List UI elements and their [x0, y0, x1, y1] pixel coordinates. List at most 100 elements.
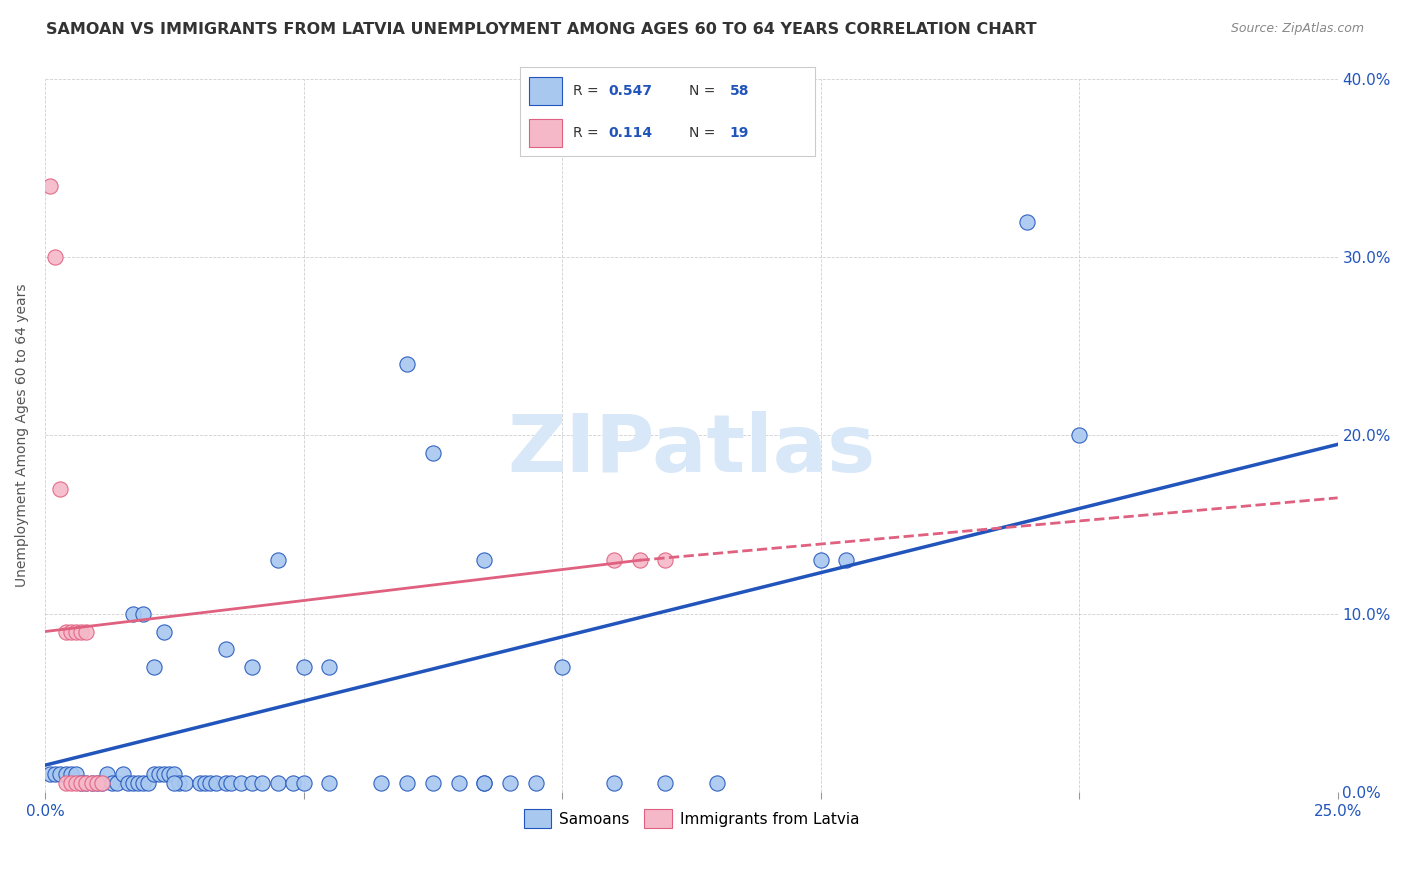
Point	[603, 776, 626, 790]
Point	[55, 624, 77, 639]
Point	[810, 553, 832, 567]
Point	[163, 767, 186, 781]
Point	[215, 776, 238, 790]
Point	[395, 357, 418, 371]
Text: R =: R =	[574, 126, 607, 140]
Text: N =: N =	[689, 84, 720, 98]
Point	[474, 553, 496, 567]
Text: ZIPatlas: ZIPatlas	[508, 410, 876, 489]
Point	[422, 776, 444, 790]
Point	[111, 767, 134, 781]
Point	[240, 776, 263, 790]
Point	[474, 776, 496, 790]
Point	[138, 776, 160, 790]
Point	[447, 776, 470, 790]
Point	[835, 553, 858, 567]
Point	[153, 767, 176, 781]
Text: 58: 58	[730, 84, 749, 98]
Point	[39, 178, 62, 193]
Point	[75, 776, 97, 790]
Point	[499, 776, 522, 790]
Point	[169, 776, 191, 790]
Point	[90, 776, 112, 790]
Point	[90, 776, 112, 790]
Point	[422, 446, 444, 460]
Text: SAMOAN VS IMMIGRANTS FROM LATVIA UNEMPLOYMENT AMONG AGES 60 TO 64 YEARS CORRELAT: SAMOAN VS IMMIGRANTS FROM LATVIA UNEMPLO…	[46, 22, 1038, 37]
Point	[59, 624, 82, 639]
Point	[706, 776, 728, 790]
Point	[44, 767, 66, 781]
Point	[240, 660, 263, 674]
Point	[59, 776, 82, 790]
Legend: Samoans, Immigrants from Latvia: Samoans, Immigrants from Latvia	[517, 804, 865, 834]
Point	[628, 553, 651, 567]
Point	[524, 776, 547, 790]
Point	[44, 250, 66, 264]
Text: Source: ZipAtlas.com: Source: ZipAtlas.com	[1230, 22, 1364, 36]
Point	[395, 776, 418, 790]
Point	[70, 624, 93, 639]
Point	[55, 776, 77, 790]
Point	[318, 776, 340, 790]
Point	[551, 660, 574, 674]
Point	[163, 776, 186, 790]
Point	[654, 553, 676, 567]
Point	[219, 776, 242, 790]
Point	[250, 776, 273, 790]
Point	[266, 553, 288, 567]
Point	[80, 776, 103, 790]
Point	[127, 776, 149, 790]
Point	[370, 776, 392, 790]
Point	[75, 776, 97, 790]
Y-axis label: Unemployment Among Ages 60 to 64 years: Unemployment Among Ages 60 to 64 years	[15, 284, 30, 587]
Text: 0.114: 0.114	[609, 126, 652, 140]
Point	[603, 553, 626, 567]
FancyBboxPatch shape	[529, 119, 561, 147]
Point	[65, 776, 87, 790]
Point	[654, 776, 676, 790]
Point	[153, 624, 176, 639]
Point	[132, 776, 155, 790]
Point	[318, 660, 340, 674]
Point	[65, 767, 87, 781]
Point	[65, 624, 87, 639]
Point	[194, 776, 217, 790]
Point	[70, 776, 93, 790]
Point	[59, 767, 82, 781]
Point	[266, 776, 288, 790]
Point	[215, 642, 238, 657]
Text: N =: N =	[689, 126, 720, 140]
Point	[122, 776, 145, 790]
Text: R =: R =	[574, 84, 603, 98]
Point	[122, 607, 145, 621]
FancyBboxPatch shape	[529, 77, 561, 105]
Point	[101, 776, 124, 790]
Point	[75, 624, 97, 639]
Point	[231, 776, 253, 790]
Point	[173, 776, 195, 790]
Point	[292, 776, 315, 790]
Point	[1017, 214, 1039, 228]
Point	[49, 767, 72, 781]
Point	[96, 767, 118, 781]
Point	[117, 776, 139, 790]
Point	[188, 776, 211, 790]
Point	[55, 767, 77, 781]
Point	[474, 776, 496, 790]
Point	[283, 776, 305, 790]
Point	[200, 776, 222, 790]
Point	[49, 482, 72, 496]
Point	[142, 660, 165, 674]
Point	[157, 767, 180, 781]
Point	[39, 767, 62, 781]
Point	[86, 776, 108, 790]
Point	[132, 607, 155, 621]
Point	[70, 776, 93, 790]
Text: 19: 19	[730, 126, 749, 140]
Point	[105, 776, 128, 790]
Text: 0.547: 0.547	[609, 84, 652, 98]
Point	[292, 660, 315, 674]
Point	[80, 776, 103, 790]
Point	[86, 776, 108, 790]
Point	[148, 767, 170, 781]
